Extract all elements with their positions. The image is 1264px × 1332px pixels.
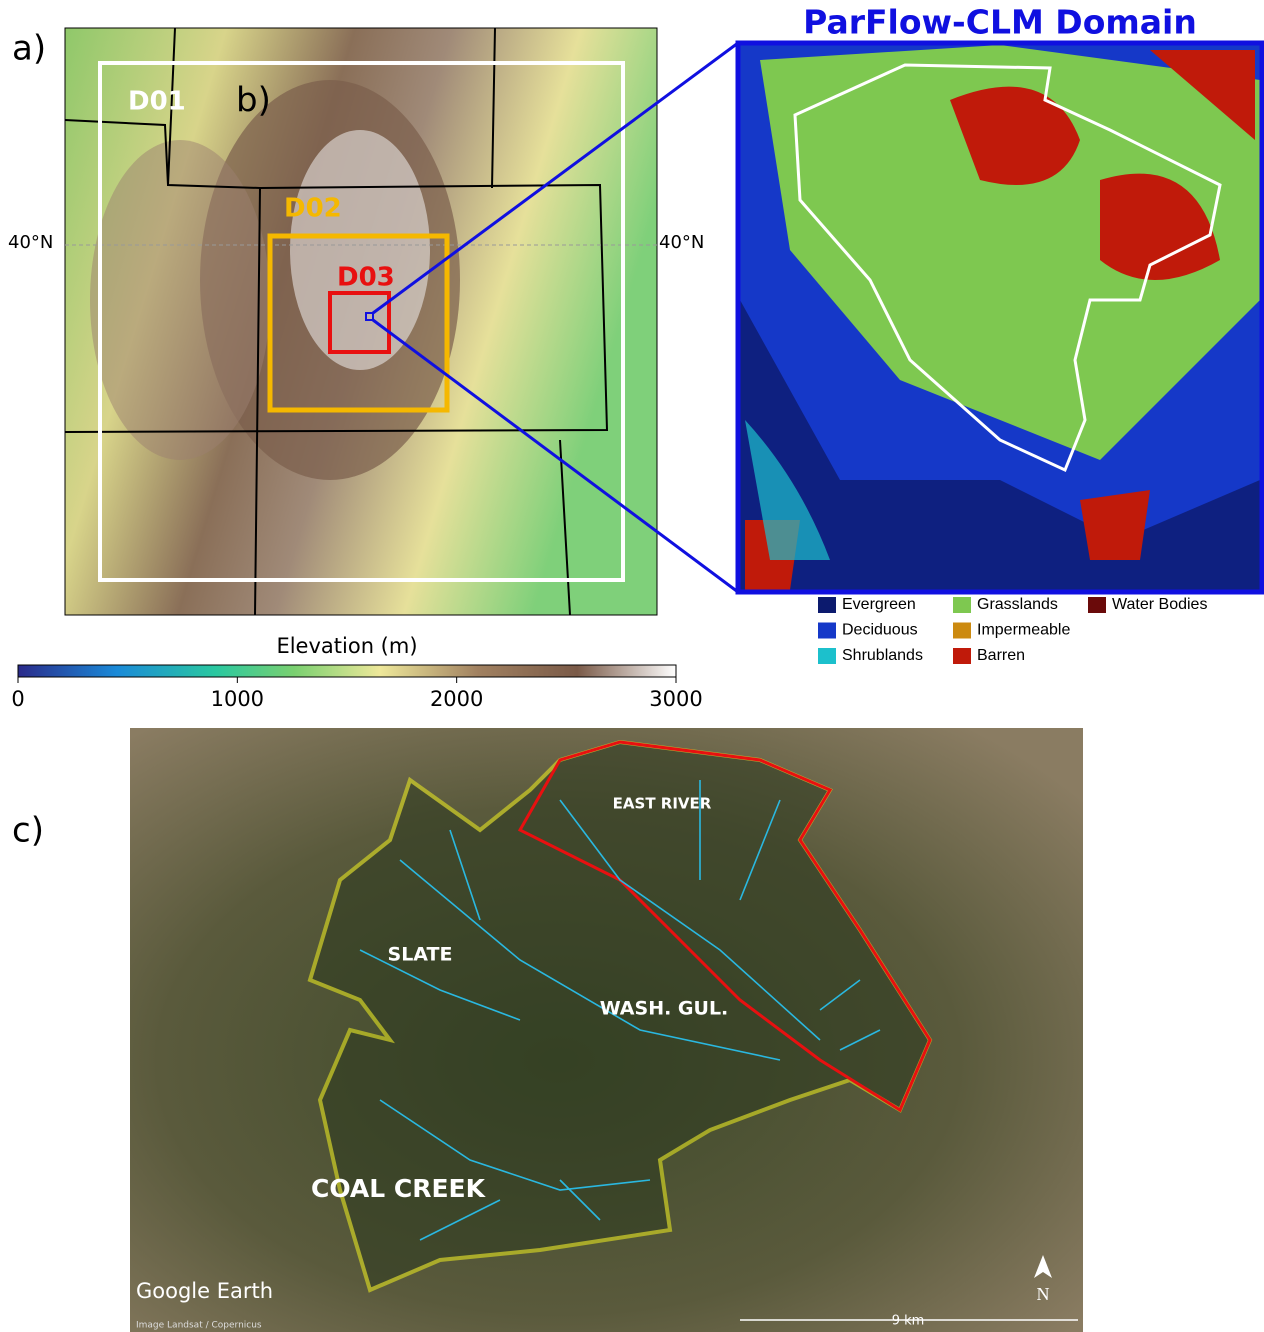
- basin-label: COAL CREEK: [311, 1174, 487, 1203]
- parflow-box: [365, 312, 374, 321]
- snow-peaks: [290, 130, 430, 370]
- domain-d02: [267, 233, 450, 413]
- panel-a: D01 D02 D03 40°N 40°N a) b): [8, 27, 739, 616]
- state-borders: [64, 27, 609, 616]
- colorbar: Elevation (m) 0 1000 2000 3000: [11, 634, 702, 711]
- brand-label: Google Earth: [136, 1279, 273, 1303]
- colorbar-ramp: [17, 664, 677, 678]
- east-river-outline: [517, 740, 932, 1113]
- mountains: [90, 140, 270, 460]
- legend-swatch: [953, 648, 971, 664]
- legend-label: Impermeable: [977, 622, 1070, 639]
- grasslands-area: [760, 45, 1260, 460]
- legend-swatch: [953, 597, 971, 613]
- legend-label: Shrublands: [842, 647, 923, 664]
- latitude-label: 40°N: [8, 232, 53, 253]
- zoom-line: [372, 318, 739, 594]
- basin-label: WASH. GUL.: [600, 998, 729, 1020]
- legend-swatch: [1088, 597, 1106, 613]
- legend-swatch: [818, 597, 836, 613]
- colorbar-tick-label: 2000: [430, 687, 483, 711]
- legend-swatch: [818, 622, 836, 639]
- domain-d03: [328, 291, 391, 354]
- zoom-line: [372, 41, 739, 315]
- domain-label: D02: [284, 194, 342, 224]
- colorbar-tick-label: 3000: [649, 687, 702, 711]
- barren-area: [745, 50, 1255, 590]
- north-label: N: [1037, 1284, 1050, 1304]
- panel-label: b): [236, 81, 271, 121]
- domain-label: D03: [337, 263, 395, 293]
- domain-label: D01: [128, 87, 186, 117]
- evergreen-area: [740, 300, 1260, 590]
- legend-label: Grasslands: [977, 596, 1058, 613]
- panel-b: ParFlow-CLM Domain Evergreen Deciduous Shr…: [735, 3, 1264, 664]
- domain-d01: [98, 61, 625, 582]
- map-title: ParFlow-CLM Domain: [803, 3, 1197, 42]
- shrublands-area: [745, 420, 830, 560]
- legend-swatch: [818, 648, 836, 664]
- image-credit: Image Landsat / Copernicus: [136, 1321, 262, 1331]
- legend-label: Evergreen: [842, 596, 916, 613]
- legend-label: Barren: [977, 647, 1025, 664]
- basin-label: EAST RIVER: [613, 795, 712, 813]
- panel-label: a): [12, 29, 46, 69]
- legend-label: Deciduous: [842, 622, 918, 639]
- colorbar-tick-label: 1000: [211, 687, 264, 711]
- basin-label: SLATE: [388, 944, 453, 966]
- watershed-outline: [793, 63, 1222, 473]
- latitude-label: 40°N: [659, 232, 704, 253]
- legend-label: Water Bodies: [1112, 596, 1207, 613]
- legend-swatch: [953, 622, 971, 639]
- colorbar-tick-label: 0: [11, 687, 24, 711]
- panel-c: c) EAST RIVER SLATE WASH. GUL. COAL CREE…: [12, 728, 1083, 1332]
- map-frame: [735, 40, 1264, 595]
- north-arrow: [1034, 1255, 1052, 1278]
- scale-label: 9 km: [892, 1314, 925, 1329]
- stream-network: [359, 780, 881, 1241]
- panel-label: c): [12, 811, 44, 851]
- colorbar-label: Elevation (m): [276, 634, 417, 658]
